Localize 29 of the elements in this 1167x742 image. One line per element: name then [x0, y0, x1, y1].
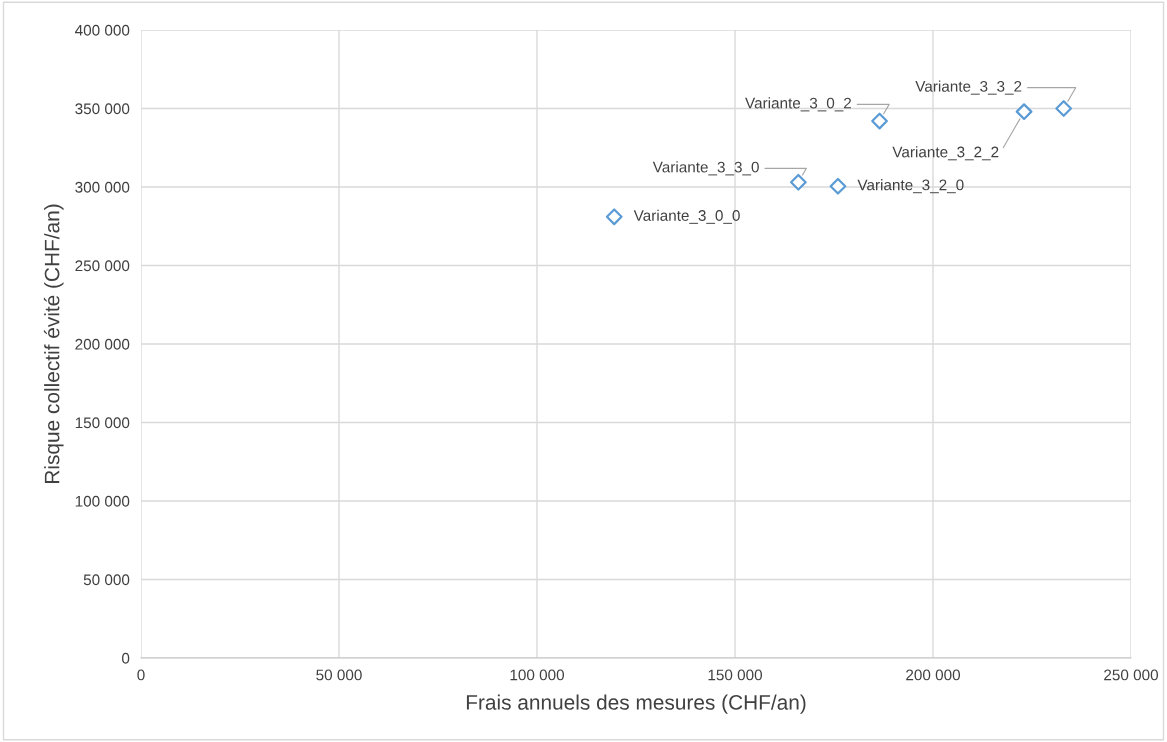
x-tick-label: 150 000 — [708, 669, 763, 681]
y-axis-title: Risque collectif évité (CHF/an) — [43, 204, 64, 483]
x-tick-label: 100 000 — [510, 669, 565, 681]
y-tick-label: 400 000 — [75, 24, 130, 36]
y-tick-label: 50 000 — [83, 574, 130, 586]
point — [605, 208, 623, 226]
point — [789, 173, 807, 191]
annotation: Variante_3_0_2 — [745, 97, 851, 112]
point — [1055, 100, 1073, 117]
y-tick-label: 250 000 — [75, 260, 130, 272]
x-tick-label: 250 000 — [1104, 669, 1159, 681]
point — [1015, 103, 1033, 121]
annotation: Variante_3_2_2 — [892, 146, 999, 161]
y-tick-label: 0 — [121, 652, 130, 664]
point — [871, 112, 888, 130]
y-tick-label: 300 000 — [75, 181, 130, 193]
annotation: Variante_3_2_0 — [857, 179, 964, 194]
y-tick-label: 100 000 — [75, 495, 130, 507]
y-tick-label: 150 000 — [75, 417, 130, 429]
x-tick-label: 50 000 — [316, 669, 362, 681]
annotation: Variante_3_3_2 — [915, 80, 1022, 95]
annotation: Variante_3_0_0 — [633, 209, 740, 224]
y-tick-label: 350 000 — [75, 103, 130, 115]
x-tick-label: 0 — [137, 669, 145, 681]
point — [829, 177, 847, 195]
y-tick-label: 200 000 — [75, 338, 130, 350]
x-tick-label: 200 000 — [906, 669, 961, 681]
x-axis-title: Frais annuels des mesures (CHF/an) — [466, 694, 806, 714]
annotation: Variante_3_3_0 — [652, 161, 759, 176]
